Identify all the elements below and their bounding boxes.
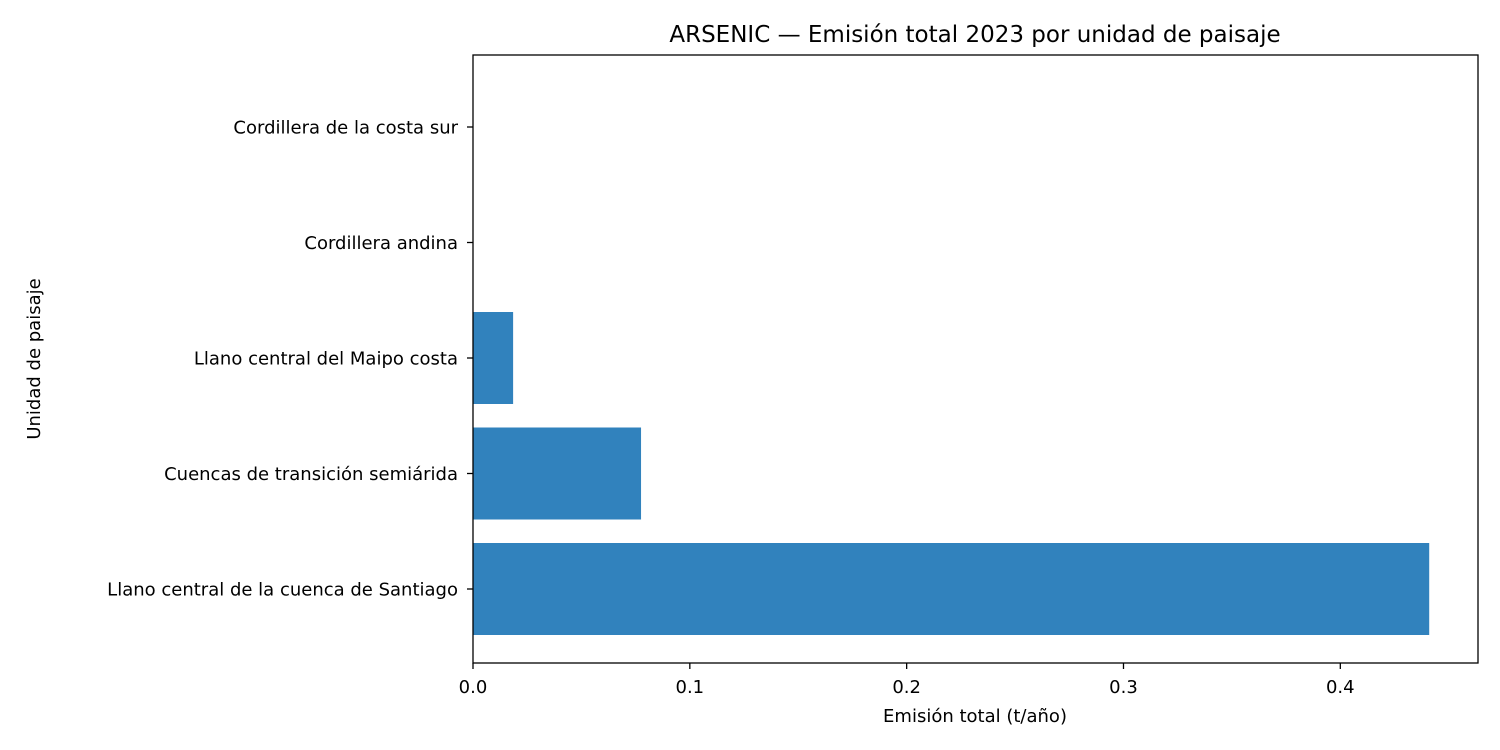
bar-0: [473, 543, 1430, 635]
x-axis-ticks: 0.0 0.1 0.2 0.3 0.4: [459, 663, 1355, 698]
x-tick-label: 0.4: [1326, 677, 1355, 698]
y-tick-label: Cordillera andina: [304, 233, 458, 254]
bars-layer: [473, 312, 1430, 635]
x-axis-label: Emisión total (t/año): [883, 706, 1067, 727]
y-axis-ticks: Llano central de la cuenca de Santiago Cu…: [107, 118, 473, 601]
y-tick-label: Llano central de la cuenca de Santiago: [107, 580, 458, 601]
bar-1: [473, 427, 642, 520]
x-tick-label: 0.0: [459, 677, 488, 698]
y-tick-label: Llano central del Maipo costa: [194, 349, 458, 370]
chart-title: ARSENIC — Emisión total 2023 por unidad …: [669, 22, 1280, 48]
y-tick-label: Cordillera de la costa sur: [233, 118, 458, 139]
x-tick-label: 0.3: [1109, 677, 1138, 698]
bar-2: [473, 312, 514, 404]
x-tick-label: 0.1: [676, 677, 705, 698]
x-tick-label: 0.2: [892, 677, 921, 698]
y-axis-label: Unidad de paisaje: [24, 278, 45, 439]
y-tick-label: Cuencas de transición semiárida: [164, 464, 458, 485]
plot-area-frame: [472, 54, 1479, 664]
